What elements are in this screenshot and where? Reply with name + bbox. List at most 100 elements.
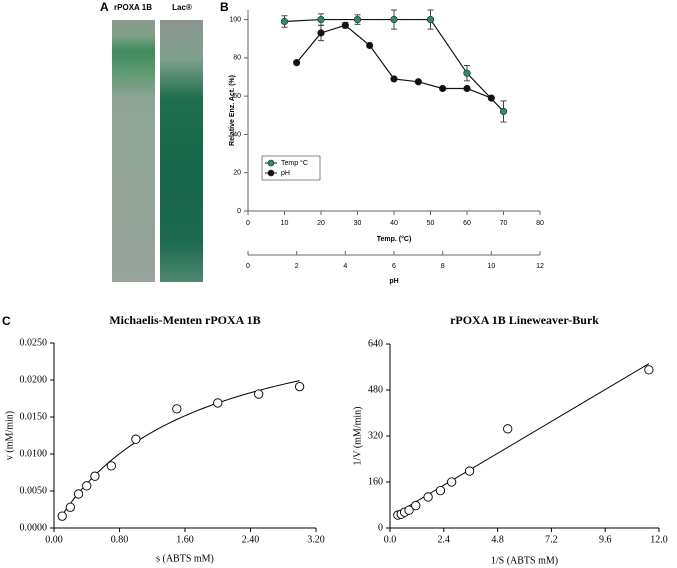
x-tick-label: 0.00 — [45, 534, 63, 545]
lane-label: rPOXA 1B — [114, 3, 152, 12]
point — [254, 389, 264, 399]
point — [317, 29, 325, 37]
point — [503, 424, 513, 434]
x-tick-label: 7.2 — [545, 534, 558, 545]
y-tick-label: 160 — [368, 476, 383, 487]
point — [90, 471, 100, 481]
y-tick-label: 60 — [233, 93, 241, 100]
x2-tick-label: 4 — [343, 263, 347, 270]
y-tick-label: 0.0100 — [20, 448, 48, 459]
y-tick-label: 480 — [368, 384, 383, 395]
y-tick-label: 0.0150 — [20, 411, 48, 422]
chart-title: rPOXA 1B Lineweaver-Burk — [450, 313, 599, 327]
point — [317, 15, 325, 24]
gel-lane — [160, 20, 203, 282]
point — [426, 15, 435, 24]
point — [423, 492, 433, 502]
x-tick-label: 3.20 — [307, 534, 325, 545]
fit-line — [397, 363, 650, 513]
x-tick-label: 80 — [536, 220, 544, 227]
point — [414, 78, 422, 86]
point — [463, 84, 471, 93]
point — [213, 398, 223, 408]
y-tick-label: 0 — [378, 522, 383, 533]
x-tick-label: 70 — [500, 220, 508, 227]
x-tick-label: 10 — [281, 220, 289, 227]
y-tick-label: 80 — [233, 55, 241, 62]
point — [390, 75, 398, 83]
y-tick-label: 0.0000 — [20, 522, 48, 533]
legend-marker — [267, 159, 275, 167]
legend-label: pH — [281, 170, 290, 177]
series-line — [284, 18, 504, 112]
point — [73, 489, 84, 499]
x-axis-label: s (ABTS mM) — [156, 553, 214, 564]
x-axis-label: Temp. (°C) — [377, 235, 412, 243]
point — [294, 382, 305, 392]
x-tick-label: 9.6 — [599, 534, 612, 545]
panel-label: C — [2, 314, 11, 328]
lane-label: Lac® — [172, 3, 192, 12]
point — [280, 17, 289, 26]
panel-label: B — [220, 0, 229, 14]
y-tick-label: 640 — [368, 338, 383, 349]
y-tick-label: 100 — [229, 16, 241, 23]
x2-axis-label: pH — [389, 278, 398, 285]
y-axis-label: 1/V (mM/min) — [352, 407, 363, 466]
x2-tick-label: 6 — [392, 263, 396, 270]
x-tick-label: 20 — [317, 220, 325, 227]
legend-marker — [267, 169, 275, 177]
point — [390, 15, 398, 24]
y-axis-label: Relative Enz. Act. (%) — [229, 75, 236, 146]
point — [404, 505, 414, 515]
x-tick-label: 1.60 — [176, 534, 194, 545]
x-tick-label: 0.0 — [384, 534, 397, 545]
x2-tick-label: 12 — [536, 263, 544, 270]
point — [353, 15, 362, 24]
x-tick-label: 12.0 — [650, 534, 668, 545]
point — [172, 404, 182, 414]
point — [439, 84, 447, 93]
x2-tick-label: 2 — [295, 263, 299, 270]
x-tick-label: 40 — [390, 220, 398, 227]
fit-curve — [61, 380, 300, 516]
y-tick-label: 0.0200 — [20, 374, 48, 385]
x-tick-label: 60 — [463, 220, 471, 227]
x-tick-label: 0 — [246, 220, 250, 227]
gel-lane — [112, 20, 155, 282]
y-tick-label: 0.0050 — [20, 485, 48, 496]
y-axis-label: v (mM/min) — [4, 411, 15, 460]
point — [499, 107, 508, 116]
point — [463, 69, 471, 77]
point — [57, 511, 67, 521]
y-tick-label: 0.0250 — [20, 337, 48, 348]
x2-tick-label: 10 — [487, 263, 495, 270]
series-line — [296, 24, 492, 99]
chart-title: Michaelis-Menten rPOXA 1B — [109, 313, 260, 327]
x2-tick-label: 0 — [246, 263, 250, 270]
point — [446, 477, 457, 487]
panel-label: A — [100, 0, 109, 14]
point — [131, 434, 141, 444]
point — [411, 500, 421, 511]
x-tick-label: 4.8 — [491, 534, 504, 545]
x2-tick-label: 8 — [441, 263, 445, 270]
legend-label: Temp °C — [281, 159, 308, 167]
y-tick-label: 20 — [233, 170, 241, 177]
x-axis-label: 1/S (ABTS mM) — [491, 555, 558, 566]
point — [65, 502, 76, 512]
point — [293, 59, 301, 67]
x-tick-label: 50 — [427, 220, 435, 227]
y-tick-label: 0 — [237, 208, 241, 215]
point — [366, 41, 374, 50]
y-tick-label: 320 — [368, 430, 383, 441]
point — [487, 94, 495, 102]
x-tick-label: 2.4 — [438, 534, 451, 545]
x-tick-label: 0.80 — [111, 534, 129, 545]
x-tick-label: 2.40 — [242, 534, 260, 545]
point — [341, 21, 349, 29]
x-tick-label: 30 — [354, 220, 362, 227]
y-tick-label: 40 — [233, 131, 241, 138]
point — [464, 466, 475, 476]
